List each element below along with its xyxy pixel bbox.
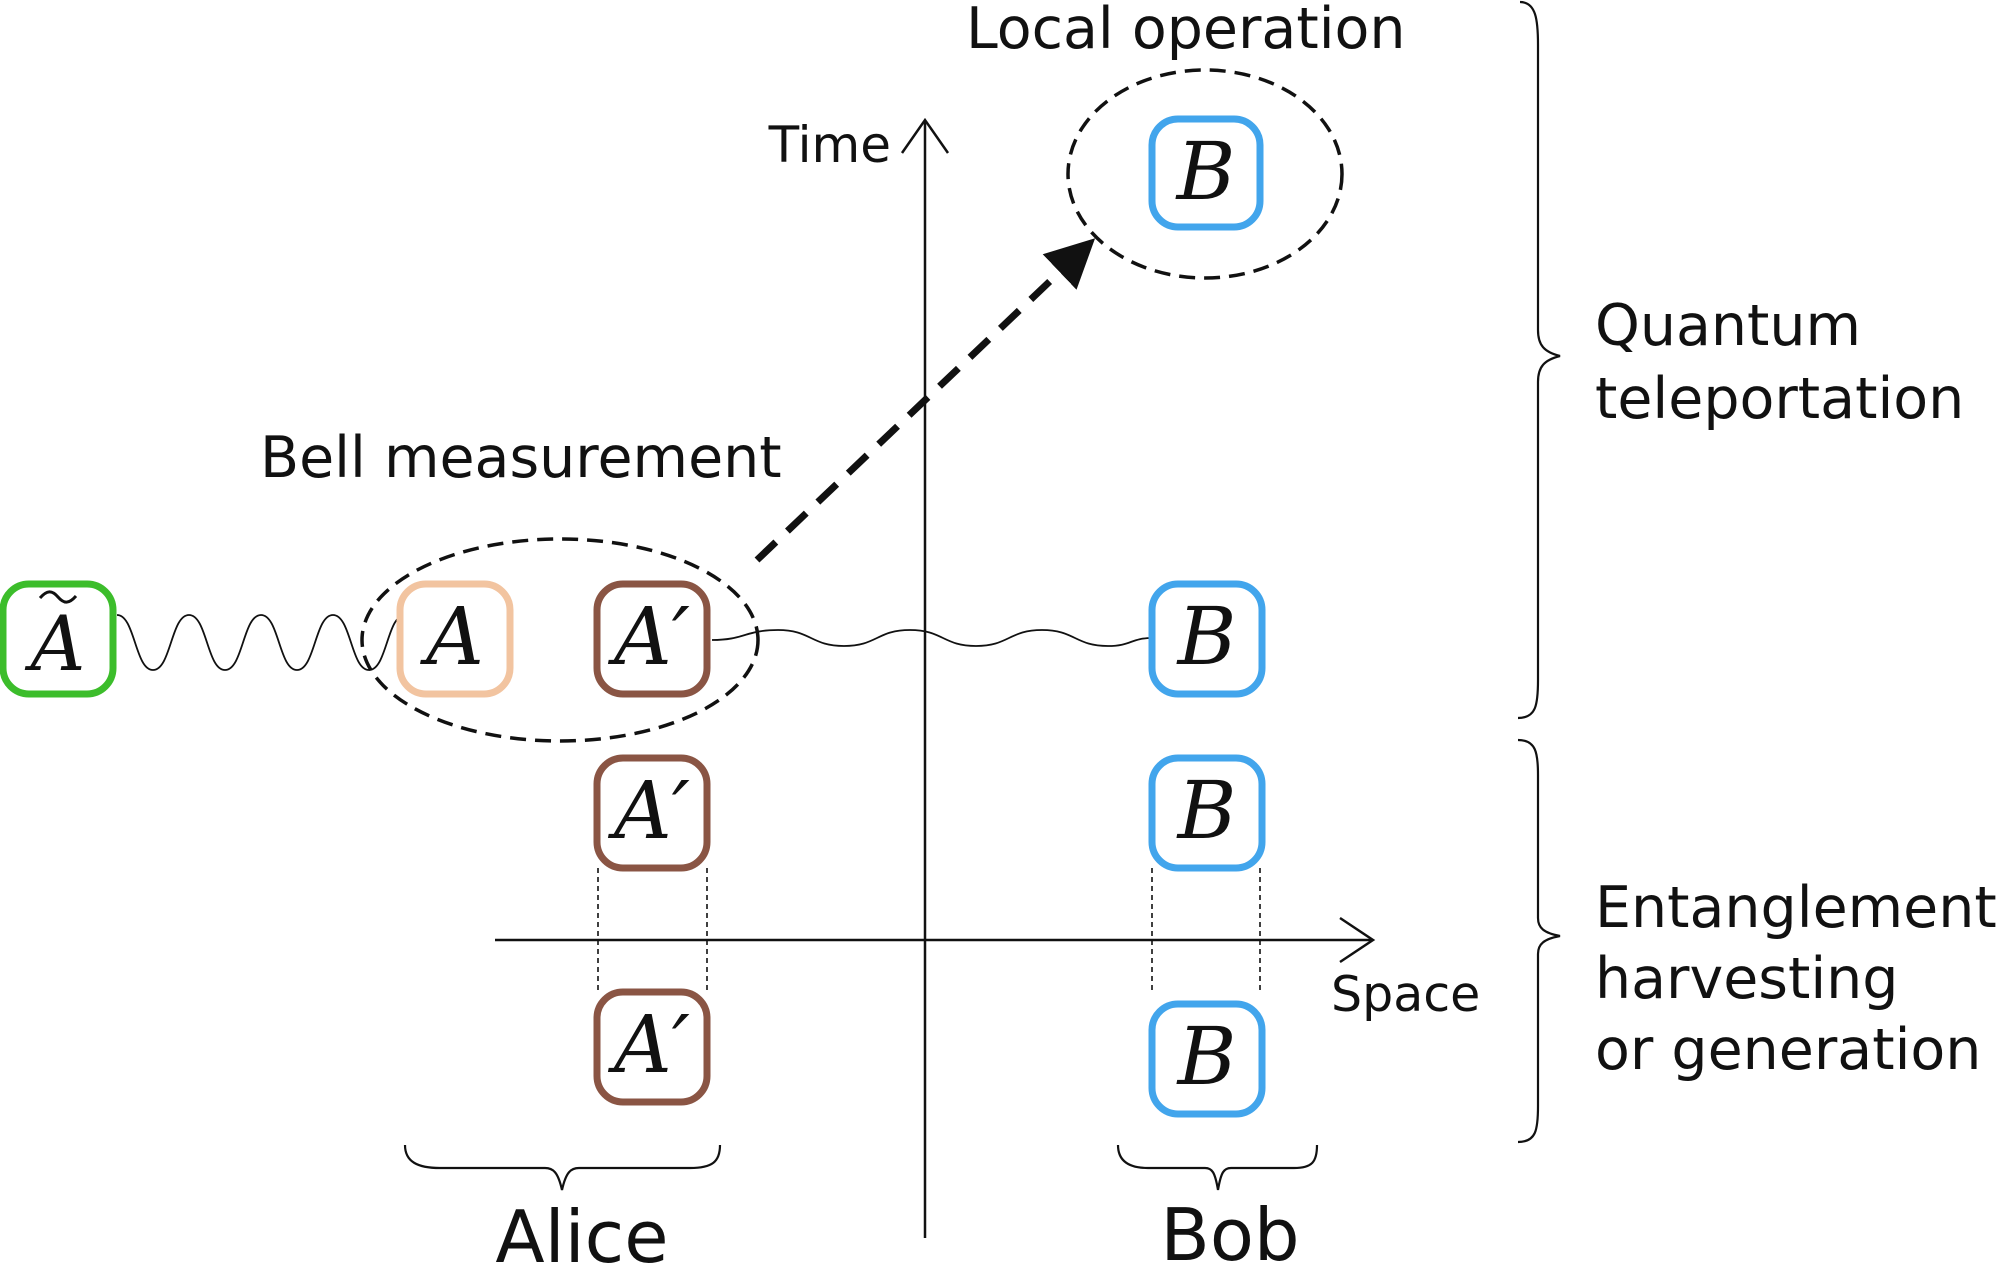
svg-text:B: B — [1176, 764, 1237, 857]
svg-text:harvesting: harvesting — [1595, 946, 1898, 1012]
bell-measurement-ellipse — [360, 537, 760, 743]
local-operation-label: Local operation — [966, 0, 1406, 62]
svg-text:B: B — [1176, 1010, 1237, 1103]
system-b: B — [1148, 580, 1266, 698]
svg-text:or generation: or generation — [1595, 1017, 1981, 1083]
bell-measurement-label: Bell measurement — [260, 425, 782, 491]
svg-text:B: B — [1176, 590, 1237, 683]
entanglement-harvesting-label: Entanglement harvesting or generation — [1595, 875, 1997, 1083]
time-axis-label: Time — [768, 116, 891, 174]
system-a-tilde: A — [0, 580, 117, 698]
bob-label: Bob — [1160, 1193, 1299, 1265]
quantum-teleportation-brace — [1517, 0, 1561, 720]
system-b: B — [1148, 1000, 1266, 1118]
svg-text:Entanglement: Entanglement — [1595, 875, 1997, 941]
alice-brace — [403, 1144, 722, 1191]
alice-label: Alice — [495, 1195, 668, 1265]
svg-text:A′: A′ — [607, 998, 690, 1091]
svg-text:Quantum: Quantum — [1595, 293, 1861, 359]
local-operation-ellipse — [1066, 68, 1344, 280]
bob-brace — [1116, 1144, 1319, 1191]
space-arrow-icon — [1339, 916, 1376, 964]
entanglement-brace — [1517, 738, 1561, 1144]
svg-text:A′: A′ — [607, 764, 690, 857]
space-axis-label: Space — [1331, 966, 1480, 1023]
entanglement-wave-a-tilde-a — [116, 614, 406, 671]
system-a: A — [396, 580, 514, 698]
svg-text:A′: A′ — [607, 590, 690, 683]
entanglement-wave-a-prime-b — [711, 629, 1153, 647]
system-a-prime: A′ — [593, 988, 711, 1106]
svg-text:B: B — [1175, 125, 1236, 218]
system-a-prime: A′ — [593, 580, 711, 698]
system-a-prime: A′ — [593, 754, 711, 872]
svg-text:A: A — [25, 599, 86, 688]
system-b: B — [1148, 115, 1264, 231]
classical-communication-arrow — [754, 238, 1096, 563]
quantum-teleportation-label: Quantum teleportation — [1595, 293, 1964, 432]
svg-text:teleportation: teleportation — [1595, 366, 1964, 432]
system-b: B — [1148, 754, 1266, 872]
svg-text:A: A — [419, 590, 484, 683]
time-arrow-icon — [900, 117, 950, 154]
